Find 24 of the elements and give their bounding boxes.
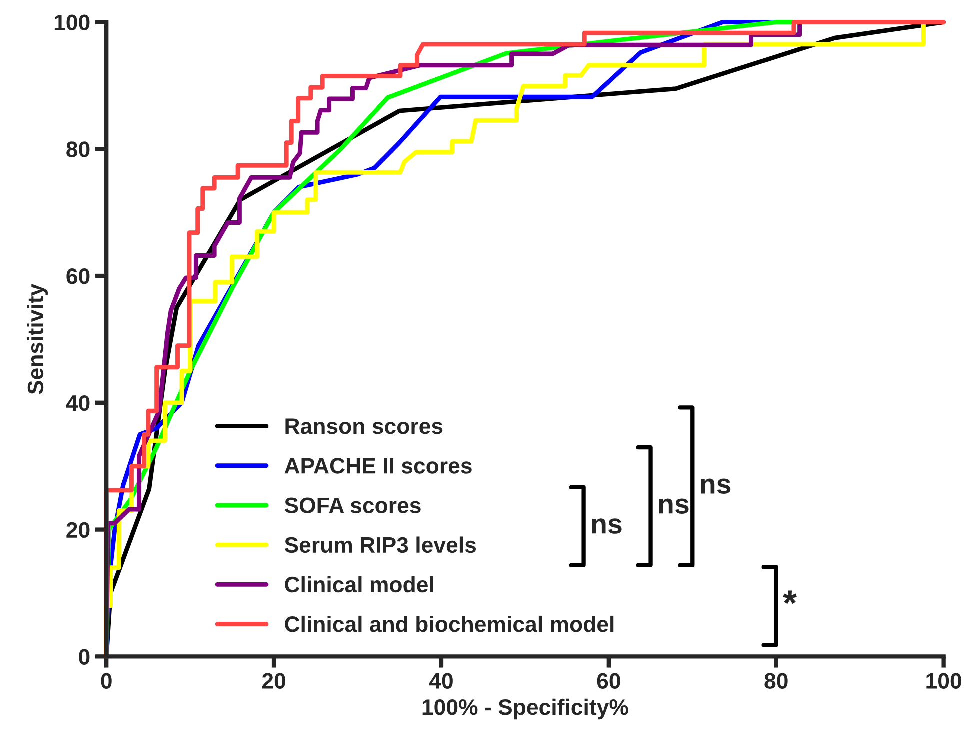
x-axis-title: 100% - Specificity% — [422, 698, 628, 720]
y-tick-label: 0 — [79, 649, 90, 665]
annotation: ns — [592, 518, 622, 534]
x-tick-label: 0 — [101, 673, 112, 689]
annotation: ns — [659, 498, 689, 514]
y-tick-label: 100 — [54, 14, 90, 31]
y-tick-label: 60 — [66, 268, 90, 284]
x-tick-label: 60 — [597, 673, 620, 689]
x-tick-label: 20 — [262, 673, 286, 689]
x-tick-label: 40 — [429, 673, 453, 689]
y-tick-label: 40 — [66, 395, 90, 412]
legend-label: Serum RIP3 levels — [284, 536, 476, 554]
y-axis-title: Sensitivity — [27, 284, 48, 394]
x-tick-label: 100 — [926, 673, 962, 689]
legend-label: Clinical and biochemical model — [285, 616, 614, 632]
legend-label: Ranson scores — [286, 418, 443, 434]
y-tick-label: 80 — [66, 142, 90, 158]
legend-label: SOFA scores — [284, 498, 421, 514]
legend-label: APACHE II scores — [284, 458, 472, 474]
y-tick-label: 20 — [66, 522, 90, 538]
annotation: ns — [701, 478, 731, 494]
annotation: * — [783, 590, 798, 604]
legend-label: Clinical model — [285, 576, 434, 593]
x-tick-label: 80 — [764, 673, 788, 689]
